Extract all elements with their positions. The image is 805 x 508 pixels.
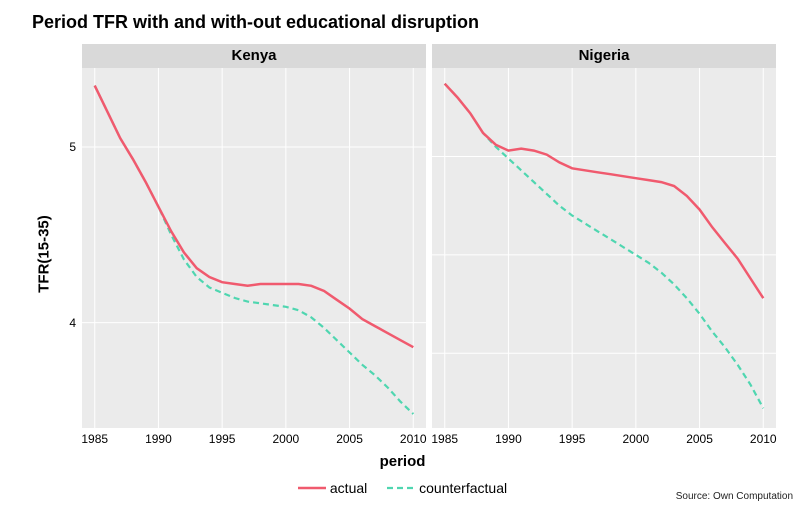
- y-tick-label: 5: [69, 140, 82, 154]
- x-tick-label: 1985: [81, 428, 108, 446]
- plot-area: 198519901995200020052010: [432, 68, 776, 428]
- source-caption: Source: Own Computation: [676, 491, 793, 502]
- legend-swatch-actual: [298, 481, 326, 495]
- x-tick-label: 2005: [336, 428, 363, 446]
- x-tick-label: 2000: [622, 428, 649, 446]
- x-tick-label: 1985: [431, 428, 458, 446]
- plot-area: 45198519901995200020052010: [82, 68, 426, 428]
- x-tick-label: 2005: [686, 428, 713, 446]
- x-tick-label: 1995: [559, 428, 586, 446]
- y-axis-label: TFR(15-35): [35, 215, 52, 293]
- panel-strip: Kenya: [82, 44, 426, 68]
- panel-row: Kenya45198519901995200020052010Nigeria19…: [82, 44, 776, 428]
- x-tick-label: 2000: [272, 428, 299, 446]
- panel-strip: Nigeria: [432, 44, 776, 68]
- x-tick-label: 1995: [209, 428, 236, 446]
- x-tick-label: 1990: [495, 428, 522, 446]
- y-tick-label: 4: [69, 316, 82, 330]
- x-axis-label: period: [0, 453, 805, 470]
- legend-label: counterfactual: [419, 480, 507, 496]
- legend-label: actual: [330, 480, 367, 496]
- chart-title: Period TFR with and with-out educational…: [32, 12, 479, 33]
- legend-swatch-counterfactual: [387, 481, 415, 495]
- x-tick-label: 2010: [750, 428, 777, 446]
- legend-item-counterfactual: counterfactual: [387, 480, 507, 496]
- facet-panel: Nigeria198519901995200020052010: [432, 44, 776, 428]
- facet-panel: Kenya45198519901995200020052010: [82, 44, 426, 428]
- legend-item-actual: actual: [298, 480, 367, 496]
- x-tick-label: 1990: [145, 428, 172, 446]
- x-tick-label: 2010: [400, 428, 427, 446]
